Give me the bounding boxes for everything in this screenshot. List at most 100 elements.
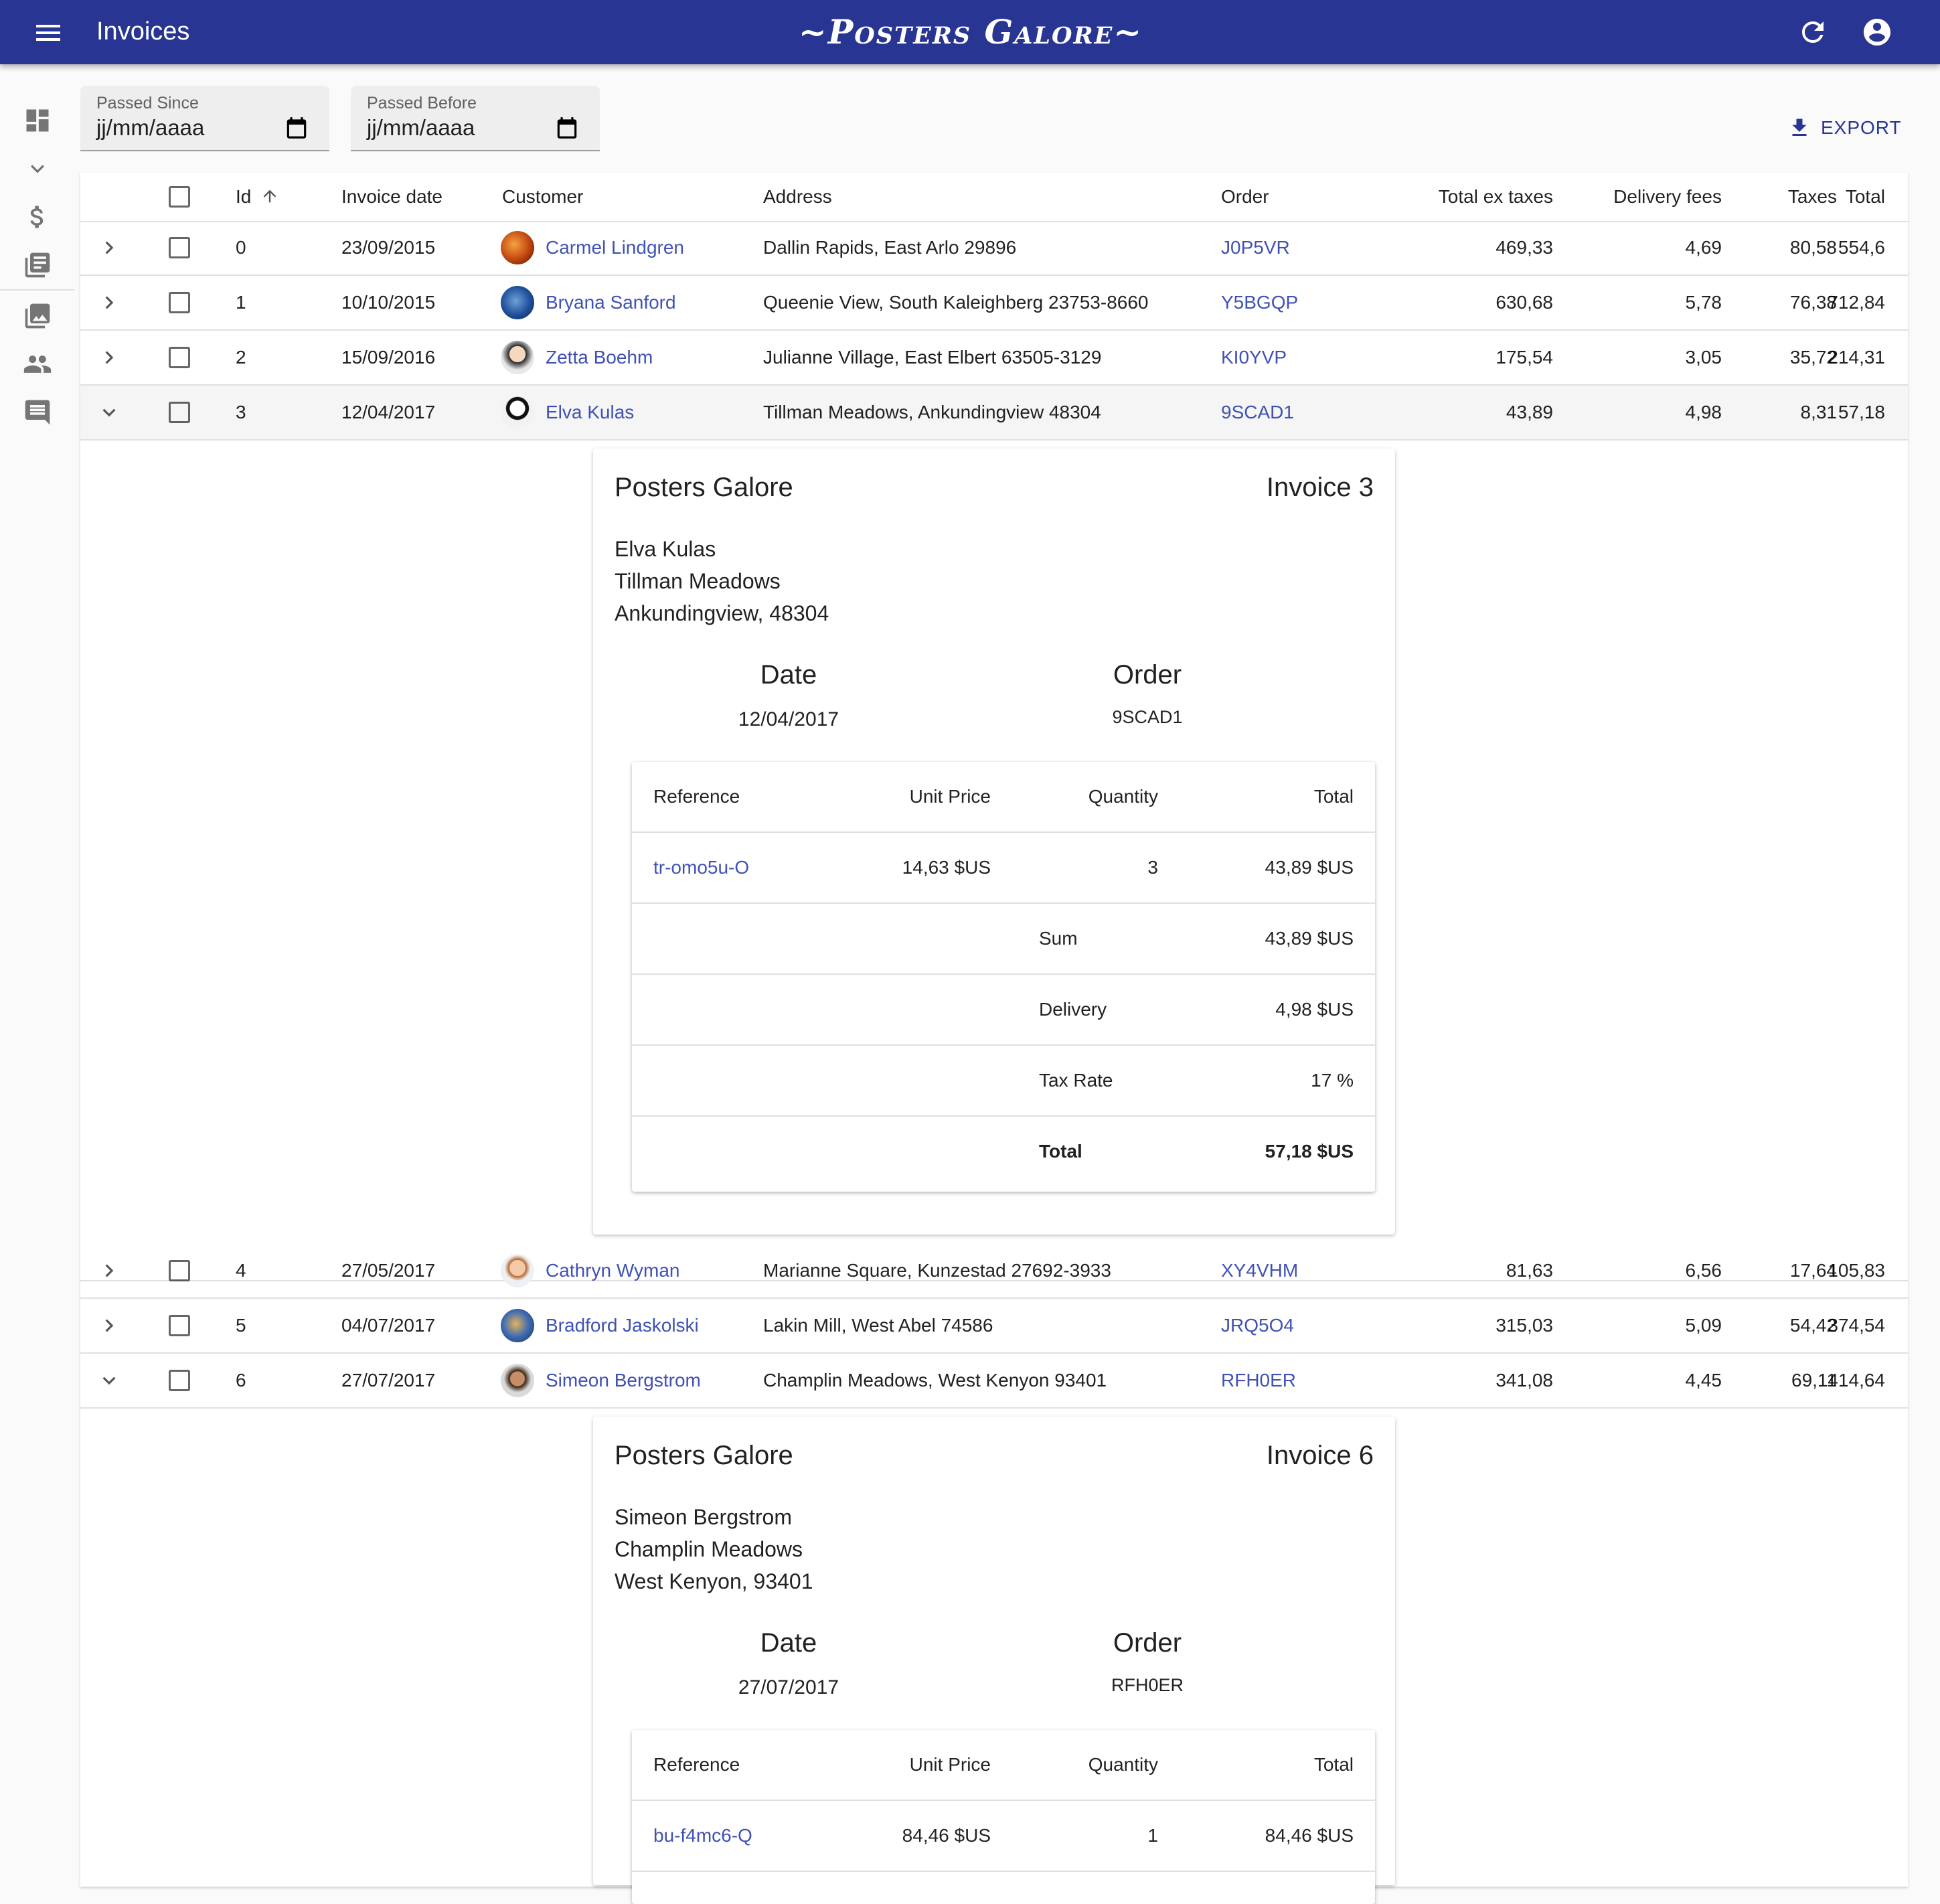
collections-icon[interactable] [20,299,55,333]
row-total: 554,6 [1838,237,1885,258]
arrow-up-icon [263,189,276,203]
tax-rate-row: Tax Rate 17 % [632,1046,1375,1117]
passed-since-filter[interactable]: Passed Since jj/mm/aaaa [80,86,329,151]
col-total: Total [1313,1754,1354,1775]
customer-link[interactable]: Bradford Jaskolski [546,1315,699,1336]
dollar-icon[interactable] [20,200,55,234]
table-row[interactable]: 6 27/07/2017 Simeon Bergstrom Champlin M… [80,1354,1908,1409]
customer-link[interactable]: Elva Kulas [546,402,635,422]
delivery-row: Delivery 4,98 $US [632,975,1375,1046]
invoice-date: 27/07/2017 [738,1676,839,1698]
row-total: 712,84 [1828,292,1885,313]
table-row[interactable]: 1 10/10/2015 Bryana Sanford Queenie View… [80,276,1908,331]
col-quantity: Quantity [1088,786,1158,807]
chevron-down-icon[interactable] [20,151,55,186]
header-id-label: Id [236,186,252,207]
order-label: Order [1113,660,1182,690]
total-value: 57,18 $US [1265,1141,1354,1162]
row-checkbox[interactable] [169,1260,190,1281]
passed-since-input[interactable]: jj/mm/aaaa [96,115,205,140]
row-taxes: 54,42 [1789,1315,1837,1336]
calendar-icon[interactable] [554,115,580,141]
order-link[interactable]: J0P5VR [1221,237,1290,258]
total-label: Total [1039,1141,1082,1162]
header-total-ex-taxes[interactable]: Total ex taxes [1438,186,1553,207]
header-order[interactable]: Order [1221,186,1269,207]
passed-before-input[interactable]: jj/mm/aaaa [367,115,475,140]
row-delivery-fees: 4,45 [1685,1370,1722,1391]
people-icon[interactable] [20,347,55,382]
line-unit-price: 14,63 $US [902,857,991,878]
row-checkbox[interactable] [169,237,190,258]
row-taxes: 8,31 [1800,402,1838,422]
invoices-table: Id Invoice date Customer Address Order T… [80,173,1908,1904]
table-row[interactable]: 0 23/09/2015 Carmel Lindgren Dallin Rapi… [80,221,1908,276]
row-delivery-fees: 4,98 [1685,402,1722,422]
customer-name: Elva Kulas [615,537,716,561]
customer-link[interactable]: Cathryn Wyman [546,1260,680,1281]
row-checkbox[interactable] [169,1315,190,1336]
invoice-date: 12/04/2017 [738,708,839,730]
header-id[interactable]: Id [236,186,279,208]
library-books-icon[interactable] [20,248,55,283]
export-button[interactable]: EXPORT [1787,111,1902,145]
tax-rate-value: 17 % [1311,1070,1354,1091]
table-row[interactable]: 4 27/05/2017 Cathryn Wyman Marianne Squa… [80,1244,1908,1299]
header-address[interactable]: Address [763,186,832,207]
avatar [501,1364,534,1397]
row-checkbox[interactable] [169,1370,190,1391]
chevron-right-icon[interactable] [95,1257,123,1285]
order-link[interactable]: KI0YVP [1221,347,1287,368]
customer-street: Tillman Meadows [615,569,781,593]
table-row[interactable]: 3 12/04/2017 Elva Kulas Tillman Meadows,… [80,386,1908,441]
reference-link[interactable]: bu-f4mc6-Q [653,1825,752,1846]
table-row[interactable]: 2 15/09/2016 Zetta Boehm Julianne Villag… [80,331,1908,386]
expanded-row: Posters Galore Invoice 6 Simeon Bergstro… [80,1409,1908,1904]
customer-link[interactable]: Bryana Sanford [546,292,676,313]
chevron-right-icon[interactable] [95,289,123,317]
customer-link[interactable]: Zetta Boehm [546,347,653,368]
menu-icon[interactable] [32,17,64,49]
order-link[interactable]: RFH0ER [1221,1370,1297,1391]
total-row: Total 57,18 $US [632,1117,1375,1186]
calendar-icon[interactable] [284,115,309,141]
dashboard-icon[interactable] [20,103,55,138]
row-delivery-fees: 3,05 [1685,347,1722,368]
chevron-right-icon[interactable] [95,343,123,372]
chevron-down-icon[interactable] [95,398,123,426]
header-customer[interactable]: Customer [502,186,584,207]
row-checkbox[interactable] [169,347,190,368]
row-total-ex-taxes: 175,54 [1496,347,1553,368]
order-link[interactable]: Y5BGQP [1221,292,1299,313]
chevron-down-icon[interactable] [95,1366,123,1395]
reference-link[interactable]: tr-omo5u-O [653,857,750,878]
header-delivery-fees[interactable]: Delivery fees [1613,186,1722,207]
delivery-value: 4,98 $US [1275,999,1354,1020]
account-icon[interactable] [1861,16,1893,48]
invoice-address: Elva Kulas Tillman Meadows Ankundingview… [615,533,829,629]
chevron-right-icon[interactable] [95,234,123,262]
customer-link[interactable]: Carmel Lindgren [546,237,684,258]
download-icon [1792,118,1807,136]
customer-link[interactable]: Simeon Bergstrom [546,1370,701,1391]
row-taxes: 80,58 [1789,237,1837,258]
header-total[interactable]: Total [1845,186,1885,207]
chevron-right-icon[interactable] [95,1312,123,1340]
row-checkbox[interactable] [169,402,190,423]
row-taxes: 76,38 [1789,292,1837,313]
table-row[interactable]: 5 04/07/2017 Bradford Jaskolski Lakin Mi… [80,1299,1908,1354]
passed-before-filter[interactable]: Passed Before jj/mm/aaaa [351,86,600,151]
order-link[interactable]: JRQ5O4 [1221,1315,1294,1336]
row-delivery-fees: 6,56 [1685,1260,1722,1281]
header-taxes[interactable]: Taxes [1787,186,1837,207]
row-checkbox[interactable] [169,292,190,313]
header-invoice-date[interactable]: Invoice date [341,186,442,207]
order-link[interactable]: XY4VHM [1221,1260,1299,1281]
select-all-checkbox[interactable] [169,186,190,208]
comment-icon[interactable] [20,395,55,430]
line-quantity: 1 [1147,1825,1158,1846]
refresh-icon[interactable] [1797,16,1829,48]
order-link[interactable]: 9SCAD1 [1221,402,1294,422]
col-total: Total [1313,786,1354,807]
col-unit-price: Unit Price [909,786,991,807]
